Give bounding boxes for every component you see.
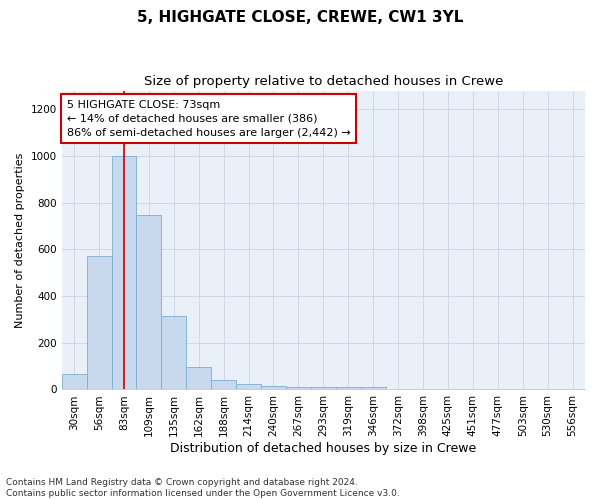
Bar [86, 256, 112, 390]
Y-axis label: Number of detached properties: Number of detached properties [15, 152, 25, 328]
Bar [112, 156, 136, 390]
Bar [361, 387, 386, 390]
Bar [136, 216, 161, 390]
Bar [211, 380, 236, 390]
Bar [261, 386, 286, 390]
Bar [311, 387, 336, 390]
Bar [161, 316, 186, 390]
Text: 5 HIGHGATE CLOSE: 73sqm
← 14% of detached houses are smaller (386)
86% of semi-d: 5 HIGHGATE CLOSE: 73sqm ← 14% of detache… [67, 100, 350, 138]
Bar [62, 374, 86, 390]
Title: Size of property relative to detached houses in Crewe: Size of property relative to detached ho… [143, 75, 503, 88]
Text: 5, HIGHGATE CLOSE, CREWE, CW1 3YL: 5, HIGHGATE CLOSE, CREWE, CW1 3YL [137, 10, 463, 25]
Bar [186, 368, 211, 390]
Text: Contains HM Land Registry data © Crown copyright and database right 2024.
Contai: Contains HM Land Registry data © Crown c… [6, 478, 400, 498]
Bar [236, 384, 261, 390]
X-axis label: Distribution of detached houses by size in Crewe: Distribution of detached houses by size … [170, 442, 476, 455]
Bar [336, 387, 361, 390]
Bar [286, 387, 311, 390]
